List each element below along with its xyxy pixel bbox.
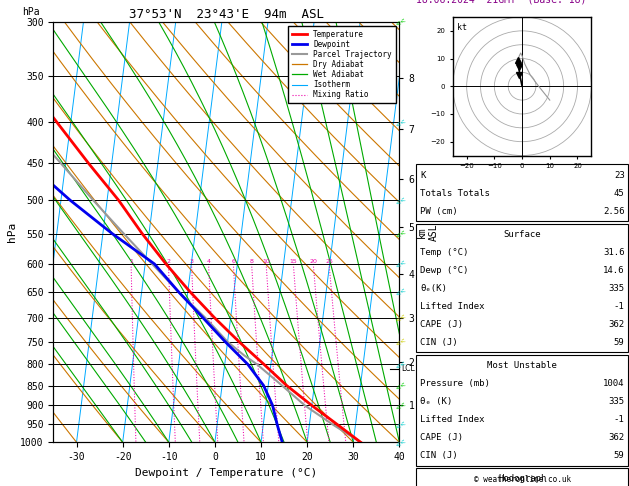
- Text: 59: 59: [614, 451, 625, 460]
- Text: <<: <<: [394, 228, 407, 239]
- Y-axis label: km
ASL: km ASL: [417, 223, 438, 241]
- Text: Lifted Index: Lifted Index: [420, 415, 485, 424]
- Text: Pressure (mb): Pressure (mb): [420, 379, 490, 388]
- Text: PW (cm): PW (cm): [420, 207, 458, 216]
- Text: 25: 25: [325, 259, 333, 264]
- Text: © weatheronline.co.uk: © weatheronline.co.uk: [474, 474, 571, 484]
- Text: 10: 10: [262, 259, 270, 264]
- Text: CAPE (J): CAPE (J): [420, 433, 463, 442]
- Legend: Temperature, Dewpoint, Parcel Trajectory, Dry Adiabat, Wet Adiabat, Isotherm, Mi: Temperature, Dewpoint, Parcel Trajectory…: [288, 26, 396, 103]
- Text: θₑ(K): θₑ(K): [420, 284, 447, 293]
- Text: <<: <<: [394, 419, 407, 430]
- Text: <<: <<: [394, 195, 407, 206]
- Y-axis label: hPa: hPa: [8, 222, 18, 242]
- Text: 1: 1: [129, 259, 133, 264]
- Text: K: K: [420, 171, 426, 180]
- Text: 362: 362: [608, 433, 625, 442]
- Text: 335: 335: [608, 284, 625, 293]
- Text: 335: 335: [608, 397, 625, 406]
- Text: 4: 4: [206, 259, 211, 264]
- Text: <<: <<: [394, 380, 407, 391]
- Text: <<: <<: [394, 312, 407, 323]
- X-axis label: Dewpoint / Temperature (°C): Dewpoint / Temperature (°C): [135, 468, 318, 478]
- Text: 15: 15: [289, 259, 298, 264]
- Text: 45: 45: [614, 189, 625, 198]
- Text: LCL: LCL: [401, 364, 415, 373]
- Text: Surface: Surface: [503, 230, 541, 239]
- Text: <<: <<: [394, 286, 407, 297]
- Text: kt: kt: [457, 22, 467, 32]
- Text: 31.6: 31.6: [603, 248, 625, 257]
- Text: Temp (°C): Temp (°C): [420, 248, 469, 257]
- Text: Lifted Index: Lifted Index: [420, 302, 485, 311]
- Text: <<: <<: [394, 259, 407, 269]
- Text: 23: 23: [614, 171, 625, 180]
- Text: hPa: hPa: [23, 7, 40, 17]
- Text: Hodograph: Hodograph: [498, 474, 546, 484]
- Text: -1: -1: [614, 415, 625, 424]
- Text: 14.6: 14.6: [603, 266, 625, 275]
- Text: Totals Totals: Totals Totals: [420, 189, 490, 198]
- Text: <<: <<: [394, 437, 407, 448]
- Text: 8: 8: [250, 259, 253, 264]
- Text: 1004: 1004: [603, 379, 625, 388]
- Text: θₑ (K): θₑ (K): [420, 397, 452, 406]
- Text: CIN (J): CIN (J): [420, 338, 458, 347]
- Text: <<: <<: [394, 359, 407, 370]
- Text: 18.06.2024  21GMT  (Base: 18): 18.06.2024 21GMT (Base: 18): [416, 0, 587, 5]
- Title: 37°53'N  23°43'E  94m  ASL: 37°53'N 23°43'E 94m ASL: [129, 8, 324, 21]
- Text: <<: <<: [394, 117, 407, 128]
- Text: 3: 3: [189, 259, 194, 264]
- Text: CAPE (J): CAPE (J): [420, 320, 463, 329]
- Text: 2.56: 2.56: [603, 207, 625, 216]
- Text: <<: <<: [394, 17, 407, 27]
- Text: CIN (J): CIN (J): [420, 451, 458, 460]
- Text: <<: <<: [394, 336, 407, 347]
- Text: -1: -1: [614, 302, 625, 311]
- Text: <<: <<: [394, 400, 407, 411]
- Text: Dewp (°C): Dewp (°C): [420, 266, 469, 275]
- Text: 20: 20: [309, 259, 317, 264]
- Text: 362: 362: [608, 320, 625, 329]
- Text: 6: 6: [231, 259, 235, 264]
- Text: 2: 2: [167, 259, 170, 264]
- Text: 59: 59: [614, 338, 625, 347]
- Text: Most Unstable: Most Unstable: [487, 361, 557, 370]
